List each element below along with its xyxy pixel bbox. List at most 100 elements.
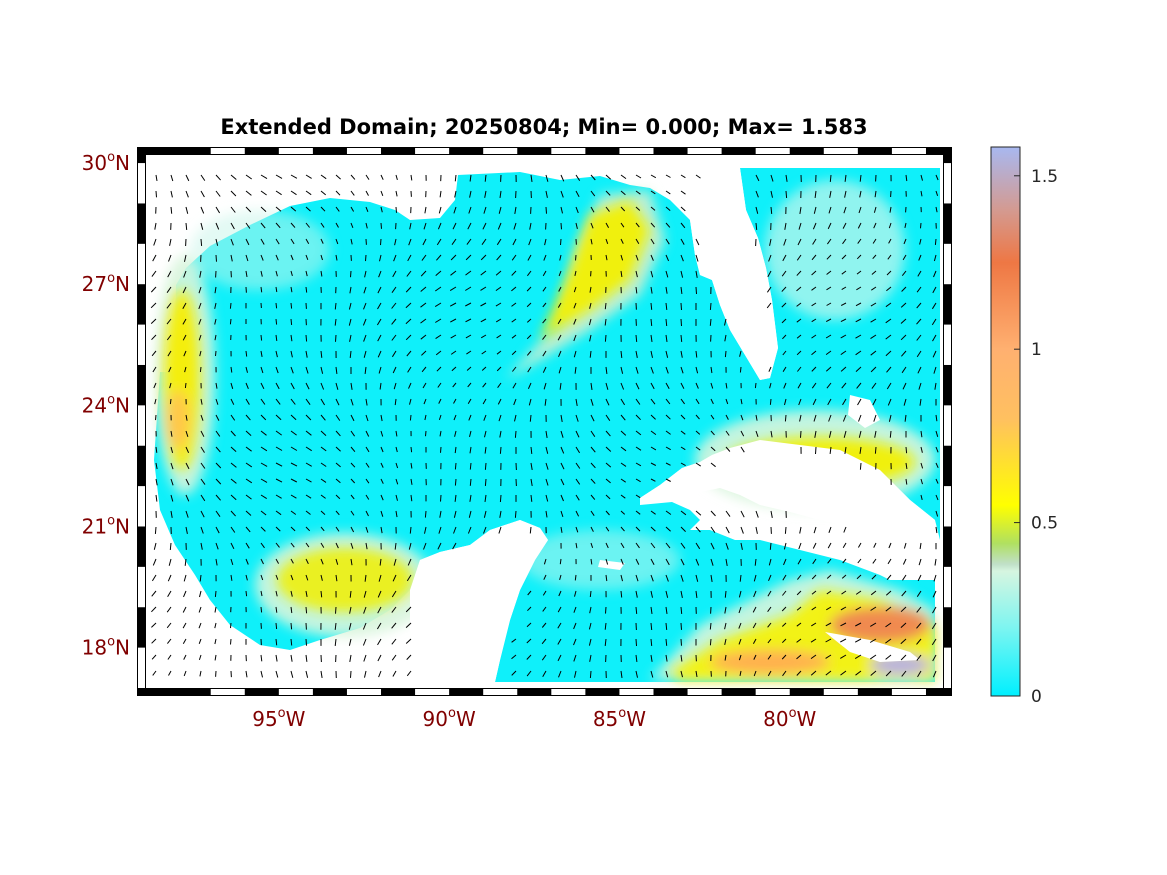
current-arrow: [290, 558, 294, 564]
current-arrow: [557, 638, 562, 645]
current-arrow: [421, 350, 427, 356]
current-arrow: [650, 254, 654, 261]
current-arrow: [635, 638, 637, 647]
current-arrow: [811, 622, 817, 627]
current-arrow: [856, 286, 862, 291]
current-arrow: [200, 478, 206, 485]
current-arrow: [215, 462, 222, 469]
current-arrow: [905, 446, 908, 454]
current-arrow: [812, 542, 817, 549]
current-arrow: [185, 494, 190, 502]
current-arrow: [933, 254, 937, 262]
current-arrow: [590, 478, 596, 484]
current-arrow: [650, 606, 653, 614]
current-arrow: [511, 654, 517, 660]
current-arrow: [395, 206, 397, 213]
current-arrow: [526, 670, 532, 677]
current-arrow: [680, 350, 683, 358]
current-arrow: [260, 270, 263, 277]
current-arrow: [796, 350, 802, 356]
current-arrow: [290, 670, 294, 678]
current-arrow: [245, 366, 248, 373]
degree-symbol: o: [107, 635, 115, 650]
current-arrow: [917, 574, 922, 582]
current-arrow: [650, 654, 653, 662]
current-arrow: [215, 478, 222, 485]
current-arrow: [305, 478, 312, 483]
current-arrow: [275, 302, 278, 309]
current-arrow: [811, 254, 817, 261]
current-arrow: [781, 318, 787, 324]
current-arrow: [605, 494, 611, 500]
current-arrow: [650, 526, 656, 532]
current-arrow: [499, 446, 502, 454]
current-arrow: [650, 670, 654, 678]
current-arrow: [466, 238, 472, 245]
latitude-label: 27oN: [82, 271, 130, 296]
current-arrow: [844, 174, 847, 182]
current-arrow: [886, 382, 892, 390]
current-arrow: [512, 382, 517, 389]
current-arrow: [738, 606, 742, 614]
current-arrow: [528, 238, 532, 246]
current-arrow: [754, 382, 757, 389]
map-title: Extended Domain; 20250804; Min= 0.000; M…: [220, 115, 867, 139]
current-arrow: [620, 382, 625, 390]
current-arrow: [855, 350, 862, 356]
current-arrow: [320, 590, 323, 598]
current-arrow: [527, 254, 532, 261]
current-arrow: [409, 414, 412, 421]
current-arrow: [451, 238, 457, 245]
current-arrow: [900, 622, 907, 628]
current-arrow: [182, 286, 187, 294]
current-arrow: [933, 574, 937, 582]
current-arrow: [695, 286, 697, 295]
current-arrow: [154, 526, 157, 534]
current-arrow: [739, 366, 742, 373]
current-arrow: [275, 542, 280, 548]
current-arrow: [738, 638, 742, 645]
current-arrow: [840, 622, 847, 627]
current-arrow: [874, 430, 877, 438]
current-arrow: [495, 270, 502, 276]
current-arrow: [932, 334, 937, 342]
current-arrow: [245, 270, 248, 277]
current-arrow: [496, 366, 502, 372]
current-arrow: [557, 654, 562, 662]
current-arrow: [363, 654, 367, 662]
current-arrow: [604, 334, 607, 342]
current-arrow: [665, 398, 671, 405]
current-arrow: [799, 526, 802, 534]
current-arrow: [320, 494, 326, 499]
current-arrow: [544, 238, 547, 246]
current-arrow: [901, 350, 907, 357]
current-arrow: [305, 238, 310, 244]
current-arrow: [588, 622, 592, 630]
current-arrow: [605, 526, 610, 532]
current-arrow: [813, 414, 817, 422]
current-arrow: [710, 414, 715, 420]
current-arrow: [260, 238, 265, 245]
current-arrow: [784, 526, 787, 534]
current-arrow: [526, 334, 532, 340]
current-arrow: [753, 670, 757, 677]
current-arrow: [635, 430, 642, 436]
current-arrow: [545, 510, 548, 518]
current-arrow: [916, 590, 922, 597]
current-arrow: [650, 366, 654, 374]
current-arrow: [391, 302, 397, 309]
current-arrow: [405, 606, 412, 613]
current-arrow: [840, 318, 847, 323]
current-arrow: [409, 398, 412, 405]
current-arrow: [754, 558, 757, 566]
current-arrow: [439, 190, 442, 198]
current-arrow: [869, 638, 877, 643]
current-arrow: [395, 510, 398, 518]
current-arrow: [680, 286, 683, 294]
current-arrow: [424, 510, 427, 518]
current-arrow: [182, 638, 187, 645]
current-arrow: [453, 526, 457, 534]
current-arrow: [620, 526, 625, 532]
current-arrow: [169, 542, 172, 551]
current-arrow: [935, 510, 939, 517]
